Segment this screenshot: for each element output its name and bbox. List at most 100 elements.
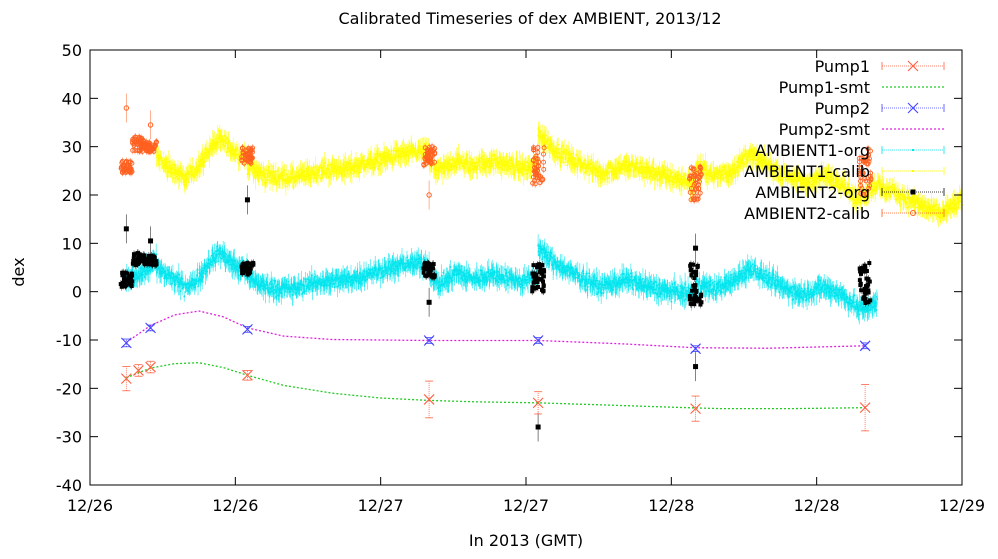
data-point: [193, 176, 196, 178]
data-point: [945, 211, 948, 214]
data-point: [464, 162, 466, 164]
data-point: [422, 149, 425, 152]
data-point: [610, 171, 613, 173]
data-point: [779, 174, 781, 177]
data-point: [777, 164, 779, 167]
data-point: [212, 142, 215, 144]
data-point: [171, 171, 174, 174]
data-point: [548, 147, 551, 149]
data-point: [173, 284, 176, 286]
data-point: [376, 159, 378, 162]
data-point: [736, 169, 739, 172]
data-point: [470, 158, 473, 160]
data-point: [597, 168, 599, 171]
data-point: [310, 274, 313, 277]
data-point: [355, 170, 358, 172]
data-point: [278, 290, 281, 293]
data-point: [176, 173, 179, 175]
data-point: [200, 159, 203, 162]
data-point: [204, 273, 207, 275]
data-point: [741, 157, 744, 160]
data-point: [885, 188, 888, 191]
data-point: [708, 169, 710, 172]
data-point: [471, 161, 473, 164]
data-point: [712, 171, 714, 174]
data-point: [294, 179, 296, 181]
data-point: [341, 277, 343, 280]
data-point: [590, 159, 593, 161]
data-point: [542, 134, 545, 137]
data-point: [501, 163, 503, 165]
data-point: [417, 152, 419, 154]
data-point: [458, 160, 460, 163]
data-point: [781, 179, 783, 182]
data-point: [400, 155, 403, 158]
data-point: [173, 171, 176, 173]
data-point: [523, 167, 525, 170]
data-point: [840, 184, 843, 187]
data-point: [367, 157, 369, 160]
data-point: [319, 177, 322, 180]
data-point: [782, 165, 785, 168]
data-point: [203, 267, 205, 270]
data-point: [157, 268, 160, 270]
data-point: [368, 162, 370, 164]
data-point: [924, 200, 926, 203]
data-point: [292, 168, 294, 171]
data-point: [276, 286, 279, 289]
data-point: [611, 170, 614, 173]
data-point: [661, 171, 663, 174]
data-point: [675, 179, 678, 182]
data-point: [313, 282, 316, 284]
data-point: [711, 177, 714, 180]
data-point: [746, 159, 749, 161]
data-point: [335, 277, 338, 280]
data-point: [609, 165, 611, 168]
data-point: [236, 147, 239, 150]
data-point: [263, 172, 266, 175]
data-point: [713, 177, 715, 179]
data-point: [459, 161, 462, 164]
data-point: [178, 174, 181, 177]
data-point: [652, 166, 654, 168]
data-point: [753, 152, 756, 155]
data-point: [617, 169, 620, 172]
data-point: [147, 270, 150, 273]
data-point: [515, 158, 518, 161]
data-point: [495, 163, 497, 166]
data-point: [547, 145, 550, 148]
data-point: [524, 165, 527, 167]
data-point: [817, 175, 820, 177]
data-point: [904, 197, 907, 200]
data-point: [957, 200, 960, 203]
data-point: [362, 162, 365, 165]
data-point: [258, 169, 260, 172]
data-point: [676, 174, 679, 176]
data-point: [203, 160, 206, 163]
data-point: [906, 197, 909, 200]
data-point: [706, 172, 709, 174]
data-point: [253, 278, 255, 281]
data-point: [160, 267, 163, 269]
data-point: [763, 160, 765, 163]
data-point: [215, 141, 218, 144]
data-point: [197, 165, 199, 168]
data-point: [295, 171, 298, 174]
data-point: [928, 206, 931, 209]
data-point: [273, 178, 275, 181]
data-point: [816, 174, 819, 177]
data-point: [456, 154, 459, 157]
data-point: [797, 178, 800, 180]
data-point: [579, 159, 581, 161]
data-point: [289, 173, 292, 175]
data-point: [644, 170, 646, 173]
data-point: [257, 171, 260, 173]
data-point: [323, 162, 326, 164]
data-point: [351, 278, 353, 281]
data-point: [924, 202, 927, 205]
data-point: [922, 204, 924, 206]
data-point: [734, 170, 737, 173]
data-point: [452, 166, 455, 169]
data-point: [666, 174, 668, 176]
data-point: [301, 172, 304, 174]
